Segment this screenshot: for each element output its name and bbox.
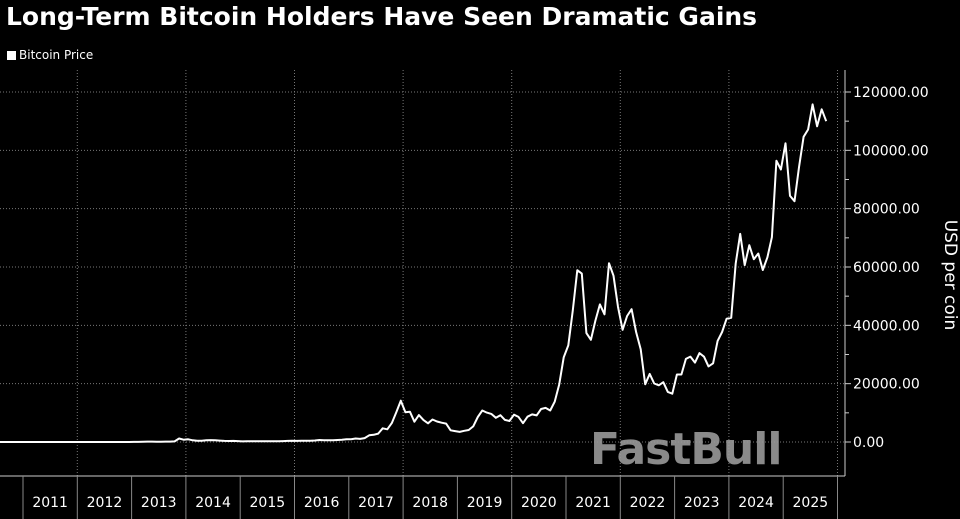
y-tick-label: 0.00 [853,435,884,451]
x-tick-label: 2015 [250,495,286,511]
y-axis-title: USD per coin [940,220,960,331]
y-tick-label: 60000.00 [853,260,920,276]
x-tick-label: 2019 [467,495,503,511]
x-tick-label: 2018 [412,495,448,511]
x-tick-label: 2013 [141,495,177,511]
x-tick-label: 2021 [575,495,611,511]
watermark-logo: FastBull [590,424,782,475]
y-tick-label: 40000.00 [853,318,920,334]
x-tick-label: 2020 [521,495,557,511]
x-tick-label: 2012 [87,495,123,511]
x-tick-label: 2017 [358,495,394,511]
x-tick-label: 2024 [738,495,774,511]
x-tick-label: 2022 [630,495,666,511]
y-tick-label: 100000.00 [853,143,929,159]
x-tick-label: 2014 [195,495,231,511]
legend-label: Bitcoin Price [19,48,94,62]
y-tick-label: 80000.00 [853,202,920,218]
y-tick-label: 120000.00 [853,85,929,101]
x-tick-label: 2023 [684,495,720,511]
x-tick-label: 2016 [304,495,340,511]
chart-title: Long-Term Bitcoin Holders Have Seen Dram… [6,2,758,31]
y-tick-label: 20000.00 [853,377,920,393]
x-tick-label: 2025 [793,495,829,511]
x-tick-label: 2011 [32,495,68,511]
legend-swatch [7,50,16,60]
legend: Bitcoin Price [7,48,93,62]
series-line-bitcoin-price [0,103,828,443]
